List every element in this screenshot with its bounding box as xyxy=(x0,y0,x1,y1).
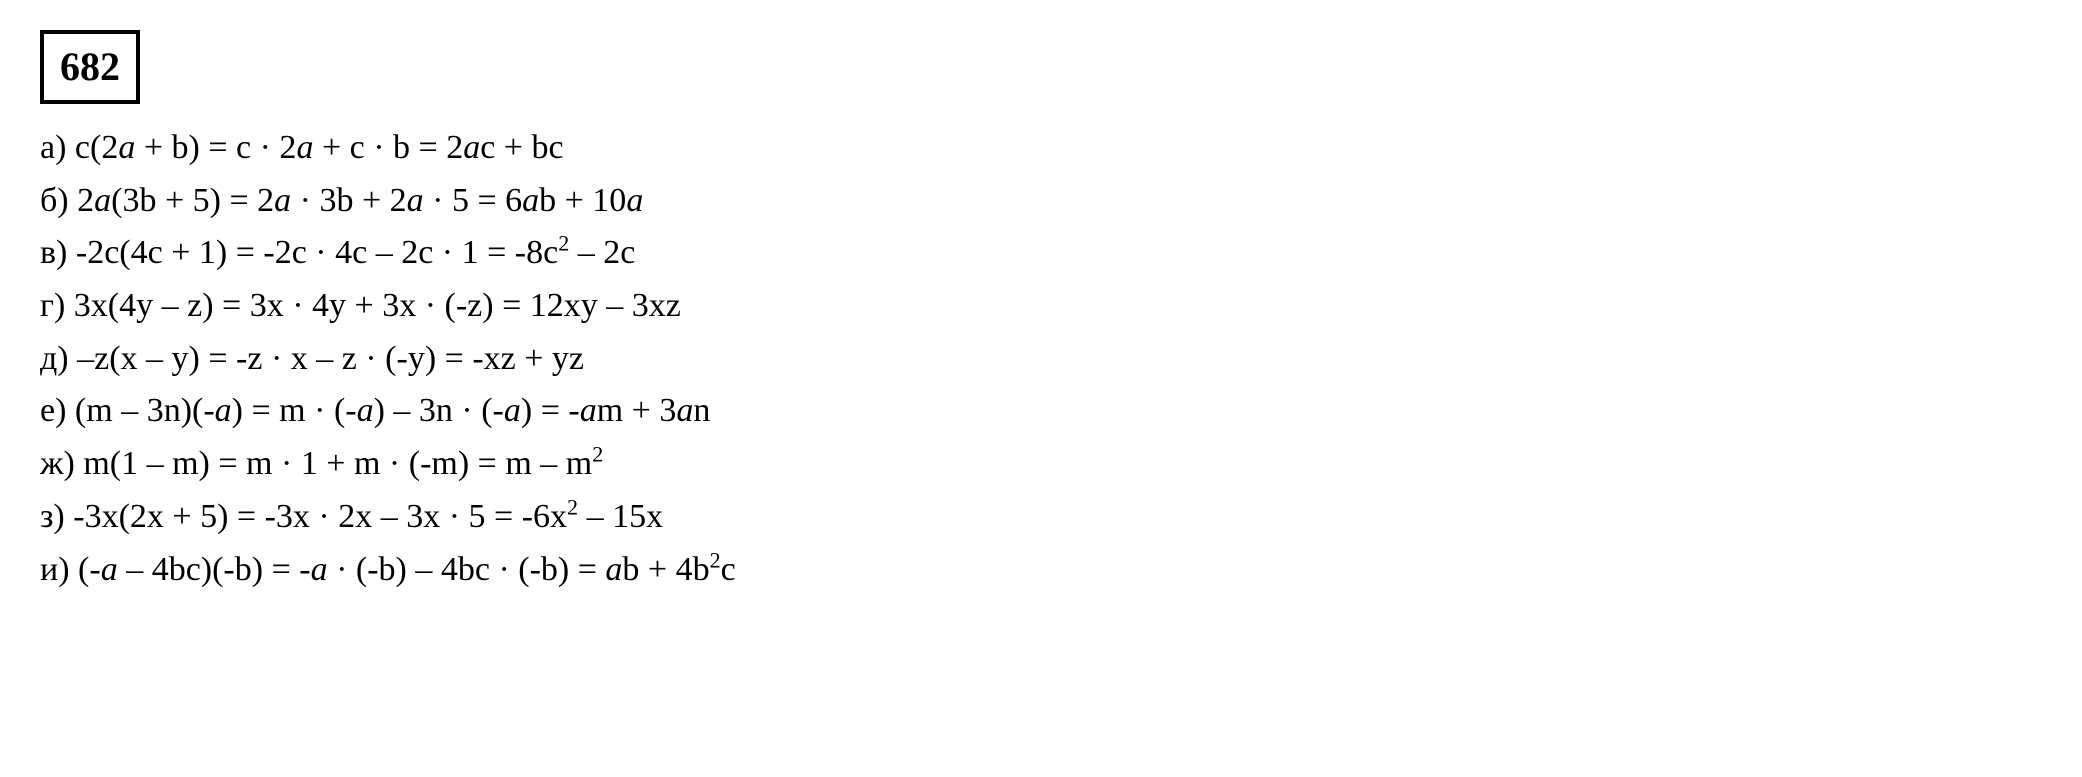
line-g: г) 3x(4y – z) = 3x · 4y + 3x · (-z) = 12… xyxy=(40,280,2042,333)
line-a: а) c(2a + b) = c · 2a + c · b = 2ac + bc xyxy=(40,122,2042,175)
problem-number: 682 xyxy=(40,30,140,104)
label-d: д) xyxy=(40,340,69,377)
label-z: з) xyxy=(40,498,65,535)
line-i: и) (-a – 4bc)(-b) = -a · (-b) – 4bc · (-… xyxy=(40,544,2042,597)
line-zh: ж) m(1 – m) = m · 1 + m · (-m) = m – m2 xyxy=(40,438,2042,491)
label-v: в) xyxy=(40,234,67,271)
line-v: в) -2c(4c + 1) = -2c · 4c – 2c · 1 = -8c… xyxy=(40,227,2042,280)
expr-z: -3x(2x + 5) = -3x · 2x – 3x · 5 = -6x2 –… xyxy=(73,498,663,535)
label-zh: ж) xyxy=(40,445,75,482)
label-i: и) xyxy=(40,551,70,588)
expr-e: (m – 3n)(-a) = m · (-a) – 3n · (-a) = -a… xyxy=(75,392,710,429)
label-e: е) xyxy=(40,392,66,429)
label-b: б) xyxy=(40,182,69,219)
expr-g: 3x(4y – z) = 3x · 4y + 3x · (-z) = 12xy … xyxy=(74,287,681,324)
label-a: а) xyxy=(40,129,66,166)
expr-zh: m(1 – m) = m · 1 + m · (-m) = m – m2 xyxy=(83,445,603,482)
line-d: д) –z(x – y) = -z · x – z · (-y) = -xz +… xyxy=(40,333,2042,386)
expr-b: 2a(3b + 5) = 2a · 3b + 2a · 5 = 6ab + 10… xyxy=(77,182,643,219)
line-e: е) (m – 3n)(-a) = m · (-a) – 3n · (-a) =… xyxy=(40,385,2042,438)
expr-v: -2c(4c + 1) = -2c · 4c – 2c · 1 = -8c2 –… xyxy=(76,234,635,271)
expr-d: –z(x – y) = -z · x – z · (-y) = -xz + yz xyxy=(77,340,584,377)
expr-a: c(2a + b) = c · 2a + c · b = 2ac + bc xyxy=(75,129,564,166)
label-g: г) xyxy=(40,287,65,324)
line-z: з) -3x(2x + 5) = -3x · 2x – 3x · 5 = -6x… xyxy=(40,491,2042,544)
line-b: б) 2a(3b + 5) = 2a · 3b + 2a · 5 = 6ab +… xyxy=(40,175,2042,228)
expr-i: (-a – 4bc)(-b) = -a · (-b) – 4bc · (-b) … xyxy=(78,551,736,588)
